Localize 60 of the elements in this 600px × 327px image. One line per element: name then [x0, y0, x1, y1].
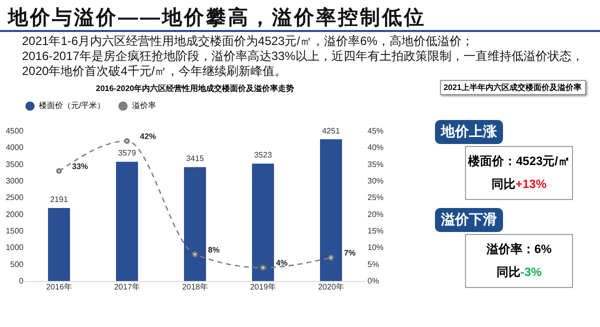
- legend-label: 楼面价（元/平米）: [39, 101, 106, 110]
- chart-subtitle: 2016-2020年内六区经营性用地成交楼面价及溢价率走势: [96, 83, 294, 93]
- text: 2016-2017年是房企疯狂抢地阶段，溢价率高达33%以上，近四年有土拍政策限制，一直维持低溢价状态，2020年地价首次破4千元/㎡，今年继续刷新峰值。: [22, 49, 584, 79]
- point: [328, 254, 334, 261]
- data-label: 2191: [50, 194, 68, 204]
- data-label: 33%: [72, 162, 88, 171]
- y-tick-label: 1500: [6, 226, 24, 236]
- data-label: 4%: [276, 258, 288, 268]
- y-tick-label: 3500: [6, 160, 24, 169]
- y2-tick-label: 40%: [368, 143, 384, 152]
- x-tick-label: 2017年: [114, 282, 140, 292]
- text: 溢价率：6%: [485, 241, 553, 258]
- bar: [116, 162, 138, 281]
- text: +13%: [515, 177, 547, 191]
- x-tick-label: 2019年: [250, 282, 276, 292]
- text: 同比: [496, 265, 520, 279]
- y2-tick-label: 15%: [368, 226, 384, 236]
- y-tick-label: 2500: [6, 193, 24, 202]
- data-label: 8%: [208, 245, 220, 254]
- y-tick-label: 3000: [6, 176, 24, 186]
- text: 同比: [491, 177, 516, 191]
- y-tick-label: 2000: [6, 210, 24, 219]
- y-tick-label: 4500: [6, 126, 24, 136]
- y2-tick-label: 0%: [368, 276, 380, 286]
- data-label: 3579: [118, 148, 136, 158]
- bar: [320, 139, 342, 281]
- x-tick-label: 2020年: [318, 282, 344, 292]
- text: 楼面价：4523元/㎡: [466, 153, 572, 170]
- y2-tick-label: 5%: [368, 260, 380, 269]
- point: [260, 264, 266, 271]
- y2-tick-label: 25%: [368, 193, 384, 202]
- point: [124, 138, 130, 144]
- chart-title: 地价与溢价——地价攀高，溢价率控制低位: [8, 6, 426, 31]
- data-label: 3523: [254, 150, 272, 160]
- legend-label: 溢价率: [132, 101, 156, 110]
- y2-tick-label: 30%: [368, 176, 384, 186]
- data-label: 42%: [140, 132, 156, 141]
- bar: [252, 164, 274, 281]
- point: [192, 251, 198, 258]
- y2-tick-label: 45%: [368, 126, 384, 136]
- y-tick-label: 1000: [6, 243, 24, 252]
- bar: [48, 208, 70, 281]
- x-tick-label: 2016年: [46, 282, 72, 292]
- y-tick-label: 4000: [6, 143, 24, 152]
- text: 溢价下滑: [435, 208, 503, 232]
- data-label: 4251: [322, 126, 340, 136]
- text: 地价上涨: [435, 120, 503, 144]
- text: -3%: [520, 265, 542, 279]
- y2-tick-label: 10%: [368, 243, 384, 252]
- bar: [184, 167, 206, 281]
- x-tick-label: 2018年: [182, 282, 208, 292]
- point: [56, 168, 62, 174]
- y-tick-label: 0: [19, 276, 24, 286]
- data-label: 3415: [186, 154, 204, 164]
- y-tick-label: 500: [10, 260, 24, 269]
- y2-tick-label: 35%: [368, 160, 384, 169]
- data-label: 7%: [344, 248, 356, 258]
- y2-tick-label: 20%: [368, 210, 384, 219]
- text: 2021年1-6月内六区经营性用地成交楼面价为4523元/㎡，溢价率6%，高地价低溢价；: [22, 34, 474, 49]
- text: 2021上半年内六区成交楼面价及溢价率: [440, 80, 586, 95]
